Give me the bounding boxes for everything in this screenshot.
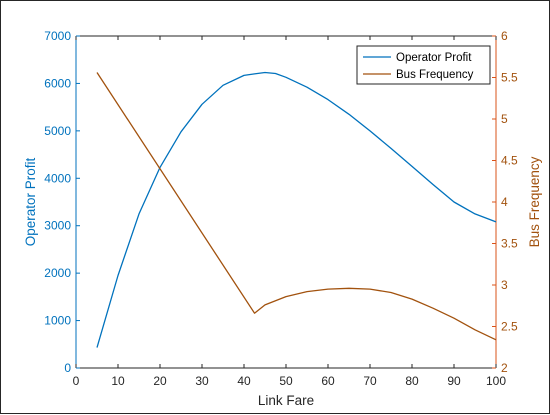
x-tick-label: 70 [363, 374, 377, 388]
y-left-tick-label: 5000 [44, 124, 71, 138]
x-tick-label: 0 [73, 374, 80, 388]
y-right-axis-label: Bus Frequency [527, 156, 542, 247]
y-left-tick-label: 2000 [44, 266, 71, 280]
legend-label-bus-frequency: Bus Frequency [396, 69, 474, 81]
y-right-tick-label: 6 [501, 29, 508, 43]
operator-profit-line [97, 73, 496, 348]
y-left-tick-label: 6000 [44, 76, 71, 90]
x-tick-label: 60 [321, 374, 335, 388]
x-tick-label: 20 [153, 374, 167, 388]
y-right-tick-label: 3.5 [501, 237, 518, 251]
y-right-tick-label: 5.5 [501, 71, 518, 85]
y-left-tick-label: 0 [64, 361, 71, 375]
y-left-tick-label: 3000 [44, 219, 71, 233]
series-layer [97, 72, 496, 347]
y-right-tick-label: 2.5 [501, 320, 518, 334]
x-tick-label: 50 [279, 374, 293, 388]
x-tick-label: 80 [405, 374, 419, 388]
x-tick-label: 100 [486, 374, 506, 388]
bus-frequency-line [97, 73, 496, 340]
y-right-tick-label: 4.5 [501, 154, 518, 168]
y-right-tick-label: 3 [501, 278, 508, 292]
y-right-tick-label: 5 [501, 112, 508, 126]
x-tick-label: 40 [237, 374, 251, 388]
y-left-tick-label: 4000 [44, 171, 71, 185]
legend-label-operator-profit: Operator Profit [396, 52, 472, 64]
legend: Operator Profit Bus Frequency [357, 46, 490, 84]
x-tick-label: 30 [195, 374, 209, 388]
x-tick-label: 90 [447, 374, 461, 388]
y-right-tick-label: 4 [501, 195, 508, 209]
y-right-tick-label: 2 [501, 361, 508, 375]
y-left-tick-label: 7000 [44, 29, 71, 43]
x-axis-label: Link Fare [258, 393, 314, 408]
x-tick-label: 10 [111, 374, 125, 388]
y-left-axis-label: Operator Profit [23, 157, 38, 246]
y-left-tick-label: 1000 [44, 314, 71, 328]
